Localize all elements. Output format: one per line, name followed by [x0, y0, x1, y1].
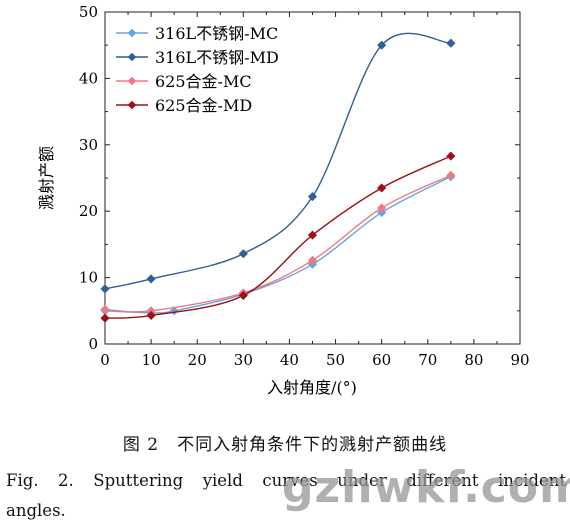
- x-tick-label: 50: [326, 351, 345, 369]
- data-point: [169, 306, 179, 316]
- watermark: gzhwkf.com: [282, 462, 570, 513]
- data-point: [146, 310, 156, 321]
- x-tick-label: 30: [234, 351, 253, 369]
- legend-marker: [127, 76, 137, 86]
- legend-label: 625合金-MD: [155, 96, 252, 115]
- sputtering-yield-chart: 0 10 20 30 40 50 60 70 80 90 0 10 20 30 40 50 316L不锈钢-M…: [37, 3, 530, 397]
- x-tick-label: 10: [142, 351, 161, 369]
- x-axis-label: 入射角度/(°): [267, 378, 357, 397]
- data-point: [100, 313, 110, 323]
- data-point: [446, 170, 456, 180]
- data-point: [238, 249, 248, 259]
- legend-marker: [127, 52, 137, 62]
- y-axis-label: 溅射产额: [37, 146, 56, 210]
- series-line: [104, 174, 452, 313]
- x-tick-label: 40: [280, 351, 299, 369]
- legend-label: 316L不锈钢-MD: [155, 48, 279, 67]
- data-point: [307, 255, 318, 265]
- series-line: [104, 155, 452, 319]
- figure-caption-english: Fig. 2. Sputtering yield curves under di…: [6, 471, 566, 490]
- legend-label: 625合金-MC: [155, 72, 252, 91]
- legend-marker: [127, 28, 137, 38]
- series-line: [104, 176, 452, 314]
- data-point: [307, 191, 318, 202]
- data-point: [377, 183, 387, 193]
- y-tick-label: 10: [79, 269, 98, 287]
- data-point: [100, 304, 110, 315]
- y-tick-label: 20: [79, 202, 98, 220]
- legend: 316L不锈钢-MC 316L不锈钢-MD 625合金-MC 625合金-MD: [116, 24, 279, 115]
- data-point: [446, 151, 456, 161]
- series-2: [100, 32, 456, 294]
- data-point: [377, 203, 387, 213]
- legend-item-3: 625合金-MC: [116, 72, 252, 91]
- y-tick-label: 40: [79, 69, 98, 87]
- figure-caption-english-continued: angles.: [6, 501, 66, 520]
- x-tick-label: 60: [372, 351, 391, 369]
- legend-label: 316L不锈钢-MC: [155, 24, 278, 43]
- series-3: [100, 170, 456, 316]
- data-point: [446, 38, 456, 48]
- series-layer: [100, 32, 456, 323]
- y-tick-label: 0: [88, 335, 98, 353]
- data-point: [100, 284, 110, 294]
- series-1: [100, 172, 456, 318]
- legend-item-1: 316L不锈钢-MC: [116, 24, 278, 43]
- data-point: [238, 290, 248, 301]
- legend-marker: [127, 100, 137, 110]
- data-point: [146, 274, 156, 284]
- series-4: [100, 151, 456, 323]
- x-tick-label: 20: [188, 351, 207, 369]
- y-tick-label: 50: [79, 3, 98, 21]
- x-tick-label: 80: [464, 351, 483, 369]
- x-tick-label: 90: [510, 351, 529, 369]
- y-tick-label: 30: [79, 136, 98, 154]
- data-point: [307, 230, 318, 240]
- legend-item-4: 625合金-MD: [116, 96, 252, 115]
- figure-caption-chinese: 图 2 不同入射角条件下的溅射产额曲线: [122, 435, 448, 455]
- data-point: [377, 40, 387, 50]
- x-tick-label: 0: [100, 351, 110, 369]
- x-tick-label: 70: [418, 351, 437, 369]
- plot-axes: 0 10 20 30 40 50 60 70 80 90 0 10 20 30 40 50: [79, 3, 530, 369]
- legend-item-2: 316L不锈钢-MD: [116, 48, 279, 67]
